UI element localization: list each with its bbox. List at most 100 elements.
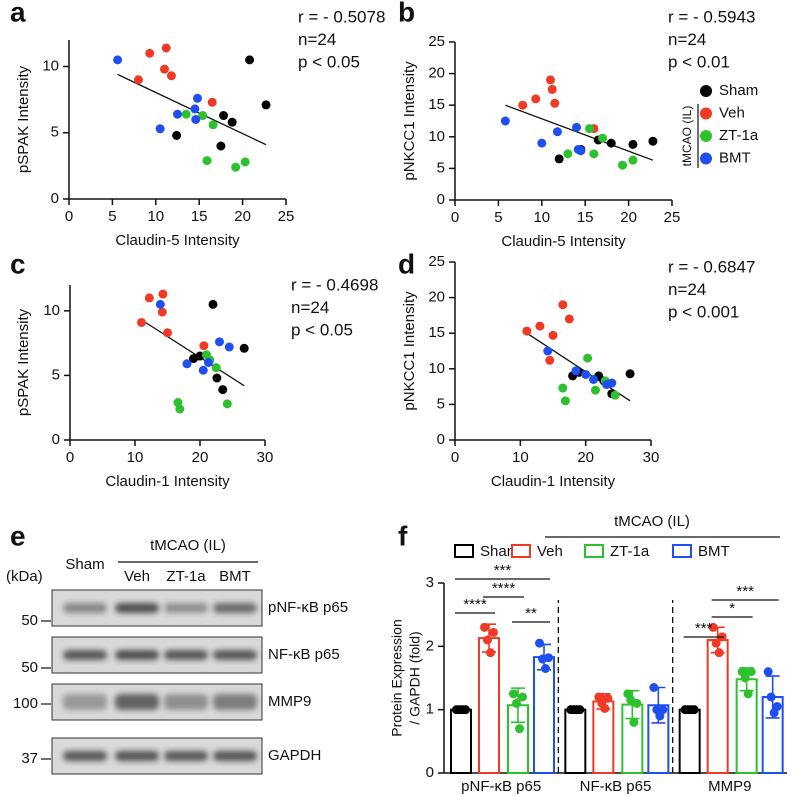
annotation: r = - 0.6847 (668, 257, 755, 276)
point (202, 156, 212, 166)
point (531, 94, 541, 104)
marker-label: 100 (13, 695, 38, 712)
band-label: pNF-κB p65 (268, 599, 348, 616)
panel-letter: c (10, 248, 26, 279)
point (207, 97, 217, 107)
significance-label: *** (695, 620, 713, 637)
point (261, 100, 271, 110)
x-tick-label: 30 (643, 449, 660, 466)
band (115, 751, 159, 761)
point (218, 385, 228, 395)
point (208, 299, 218, 309)
point (216, 141, 226, 151)
annotation: r = - 0.4698 (291, 275, 378, 294)
significance-label: *** (736, 583, 754, 600)
point (607, 378, 617, 388)
point (576, 146, 586, 156)
point (199, 341, 209, 351)
marker-label: 37 (21, 750, 38, 767)
point (512, 698, 521, 708)
point (743, 689, 753, 699)
y-tick-label: 10 (428, 128, 445, 145)
band (115, 603, 159, 613)
point (550, 98, 560, 108)
kda-label: (kDa) (6, 568, 43, 585)
y-tick-label: 5 (51, 124, 59, 141)
y-tick-label: 10 (428, 360, 445, 377)
bar (478, 637, 500, 774)
panel-letter: b (398, 0, 415, 27)
point (560, 396, 570, 406)
x-tick-label: NF-κB p65 (580, 778, 652, 795)
x-tick-label: 20 (192, 449, 209, 466)
legend-marker (700, 107, 712, 120)
fit-line (505, 104, 654, 161)
fit-line (141, 319, 245, 387)
point (113, 55, 123, 65)
annotation: n=24 (298, 30, 336, 49)
point (545, 355, 555, 365)
point (590, 385, 600, 395)
band (115, 694, 159, 710)
bar (706, 639, 729, 774)
x-tick-label: 10 (147, 208, 164, 225)
point (581, 369, 591, 379)
marker-label: 50 (21, 659, 38, 676)
point (543, 346, 553, 356)
point (535, 321, 545, 331)
annotation: n=24 (668, 280, 706, 299)
annotation: r = - 0.5943 (668, 7, 755, 26)
band (63, 751, 107, 761)
annotation: p < 0.001 (668, 302, 739, 321)
band-label: NF-κB p65 (268, 646, 340, 663)
x-tick-label: 10 (512, 449, 529, 466)
y-tick-label: 3 (426, 574, 434, 591)
point (558, 383, 568, 393)
legend-marker (700, 85, 712, 97)
point (628, 139, 638, 149)
legend-marker (672, 544, 692, 558)
x-tick-label: 25 (278, 208, 295, 225)
significance-label: * (729, 600, 735, 617)
point (589, 149, 599, 159)
y-tick-label: 20 (428, 65, 445, 82)
point (486, 648, 495, 658)
y-axis-label: pSPAK Intensity (15, 65, 32, 173)
panel-letter: f (398, 520, 408, 551)
y-tick-label: 25 (428, 33, 445, 50)
point (137, 317, 146, 327)
lane-label: Sham (65, 556, 104, 573)
point (711, 638, 721, 648)
point (215, 337, 224, 347)
point (191, 115, 201, 124)
point (222, 399, 232, 409)
band (213, 603, 257, 613)
point (181, 109, 191, 119)
point (173, 109, 182, 119)
panel-letter: d (398, 248, 415, 279)
legend-label: ZT-1a (719, 127, 759, 144)
y-tick-label: 0 (51, 190, 59, 207)
x-tick-label: 20 (234, 208, 251, 225)
annotation: r = - 0.5078 (298, 7, 385, 26)
point (159, 64, 169, 74)
point (554, 154, 564, 164)
x-tick-label: 20 (577, 449, 594, 466)
x-axis-label: Claudin-5 Intensity (115, 232, 240, 249)
annotation: n=24 (291, 298, 329, 317)
point (537, 138, 547, 148)
point (192, 93, 202, 103)
point (509, 689, 518, 699)
legend-marker (511, 544, 531, 558)
panel-letter: a (10, 0, 26, 27)
point (166, 71, 176, 81)
point (155, 124, 165, 134)
y-tick-label: 20 (428, 289, 445, 306)
x-tick-label: 0 (451, 209, 459, 226)
point (575, 705, 585, 715)
y-axis-label: / GAPDH (fold) (407, 631, 423, 724)
x-tick-label: 20 (620, 209, 637, 226)
x-tick-label: MMP9 (708, 778, 751, 795)
band-label: MMP9 (268, 693, 311, 710)
point (227, 117, 237, 127)
